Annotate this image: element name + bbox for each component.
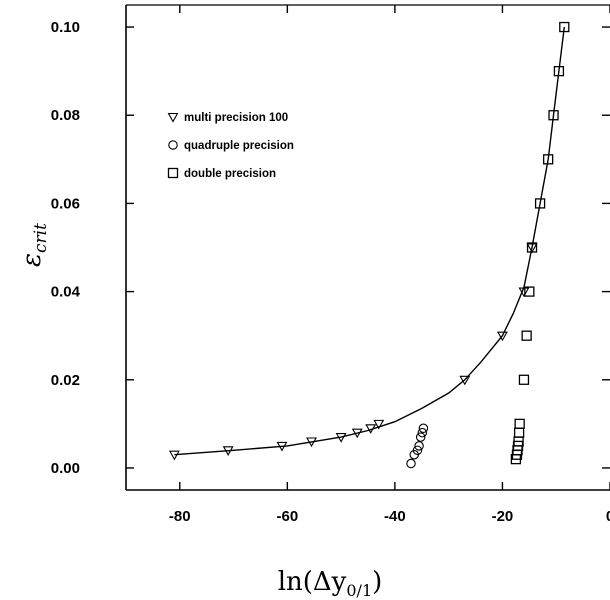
data-points bbox=[168, 21, 570, 469]
multi-precision-100-point bbox=[276, 441, 288, 452]
double-precision-point bbox=[534, 198, 546, 209]
x-tick-label: -60 bbox=[276, 508, 298, 525]
y-tick-label: 0.04 bbox=[51, 284, 81, 301]
fit-curve-group bbox=[174, 26, 565, 456]
multi-precision-100-point bbox=[526, 243, 538, 254]
multi-precision-100-point bbox=[518, 287, 530, 298]
y-tick-label: 0.00 bbox=[51, 460, 80, 477]
multi-precision-100-point bbox=[373, 419, 385, 430]
double-precision-point bbox=[559, 21, 570, 33]
double-precision-point bbox=[543, 154, 554, 165]
quadruple-precision-point bbox=[406, 458, 416, 469]
multi-precision-100-point bbox=[365, 424, 377, 434]
multi-precision-100-point bbox=[351, 428, 363, 439]
x-tick-label: -80 bbox=[169, 508, 191, 525]
x-tick-label: -20 bbox=[492, 508, 514, 525]
x-tick-label: -40 bbox=[384, 508, 406, 525]
multi-precision-100-point bbox=[497, 331, 508, 342]
legend-marker-multi-precision-100 bbox=[167, 112, 179, 123]
quadruple-precision-point bbox=[412, 445, 423, 456]
double-precision-point bbox=[553, 65, 565, 77]
fit-curve bbox=[174, 26, 565, 456]
multi-precision-100-point bbox=[459, 375, 471, 386]
legend-marker-double-precision bbox=[167, 167, 179, 179]
multi-precision-100-point bbox=[222, 446, 234, 456]
double-precision-point bbox=[513, 427, 525, 438]
quadruple-precision-point bbox=[415, 432, 426, 442]
double-precision-point bbox=[548, 110, 559, 121]
y-axis-ticks: 0.00 0.02 0.04 0.06 0.08 0.10 bbox=[51, 19, 610, 477]
legend-label-quadruple-precision: quadruple precision bbox=[184, 140, 294, 152]
legend-marker-quadruple-precision bbox=[168, 140, 178, 150]
legend-label-double-precision: double precision bbox=[184, 168, 276, 180]
multi-precision-100-point bbox=[335, 433, 347, 443]
double-precision-point bbox=[514, 418, 525, 430]
x-axis-ticks: -80 -60 -40 -20 0 bbox=[169, 5, 610, 525]
legend: multi precision 100 quadruple precision do… bbox=[167, 112, 294, 180]
y-tick-label: 0.08 bbox=[51, 107, 80, 124]
double-precision-point bbox=[526, 242, 538, 253]
quadruple-precision-point bbox=[414, 441, 424, 451]
quadruple-precision-point bbox=[417, 427, 428, 438]
x-axis-title: ln(Δy0/1) bbox=[278, 567, 383, 600]
y-axis-title-subscript: crit bbox=[31, 223, 51, 253]
y-tick-label: 0.06 bbox=[51, 195, 80, 212]
double-precision-point bbox=[524, 286, 535, 297]
multi-precision-100-point bbox=[168, 450, 180, 461]
x-axis-title-subscript: 0/1 bbox=[346, 581, 372, 600]
quadruple-precision-point bbox=[418, 423, 429, 434]
y-tick-label: 0.10 bbox=[51, 19, 80, 36]
y-tick-label: 0.02 bbox=[51, 372, 80, 389]
x-tick-label: 0 bbox=[606, 508, 610, 525]
legend-label-multi-precision-100: multi precision 100 bbox=[184, 112, 288, 124]
double-precision-point bbox=[521, 330, 532, 341]
double-precision-point bbox=[518, 374, 530, 385]
plot-frame bbox=[125, 4, 610, 491]
y-axis-title: εcrit bbox=[17, 223, 51, 267]
multi-precision-100-point bbox=[306, 437, 317, 448]
